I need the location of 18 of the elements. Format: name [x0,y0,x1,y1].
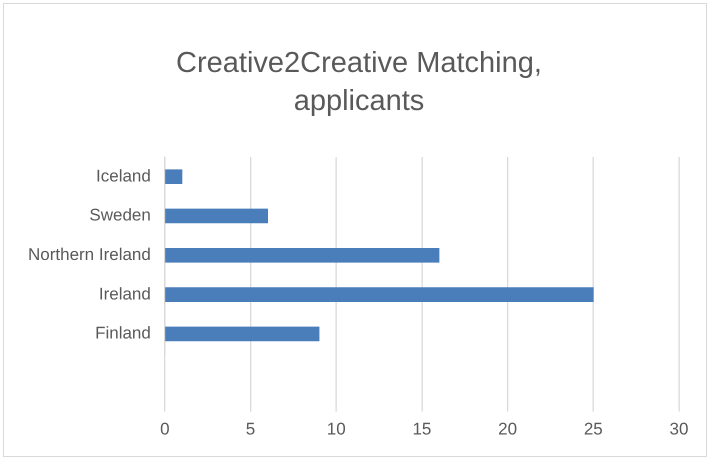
bar [165,287,594,302]
y-tick-label: Iceland [96,166,151,186]
x-tick-label: 15 [412,419,432,438]
x-tick-label: 30 [670,419,688,438]
bar [165,169,182,184]
y-tick-label: Northern Ireland [28,244,151,264]
x-tick-label: 10 [326,419,346,438]
x-tick-label: 25 [584,419,603,438]
x-tick-label: 0 [160,419,170,438]
y-tick-label: Ireland [98,284,151,304]
y-tick-label: Finland [95,324,151,343]
x-tick-label: 20 [498,419,518,438]
x-tick-label: 5 [246,419,256,438]
bar [165,248,440,263]
y-tick-label: Sweden [89,206,151,225]
bar [165,208,268,224]
chart-title: Creative2Creative Matching, applicants [175,46,543,119]
bar [165,326,320,342]
